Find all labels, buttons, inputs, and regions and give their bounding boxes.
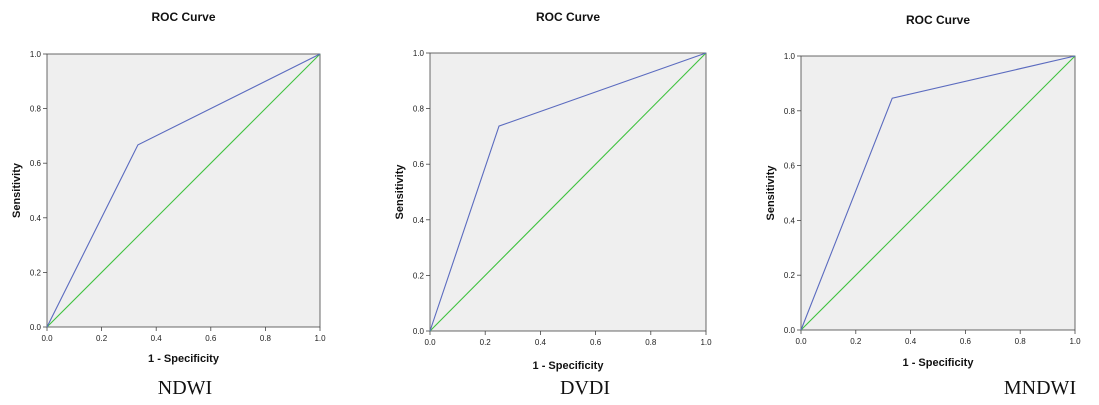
roc-chart-dvdi: ROC Curve 0.0 0.2 0.4 0.6 0.8 1.0 0.0 0.2 0.4 0.6 0… xyxy=(380,0,720,372)
x-tick-label: 0.8 xyxy=(260,334,272,343)
x-tick-label: 0.4 xyxy=(151,334,163,343)
y-tick-label: 0.2 xyxy=(413,271,425,280)
x-axis-label: 1 - Specificity xyxy=(148,353,220,365)
x-tick-label: 0.6 xyxy=(590,338,602,347)
roc-curve-line xyxy=(429,52,707,332)
y-axis-label: Sensitivity xyxy=(11,162,23,218)
y-tick-label: 0.8 xyxy=(30,105,42,114)
chart-title: ROC Curve xyxy=(151,10,215,24)
x-tick-label: 0.4 xyxy=(905,337,917,346)
x-tick-label: 1.0 xyxy=(700,338,712,347)
x-axis-label: 1 - Specificity xyxy=(533,360,605,372)
roc-chart-ndwi: ROC Curve 0.0 0.2 0.4 0.6 0.8 1.0 0.0 0.2 0.4 0.6 0… xyxy=(0,0,340,370)
roc-curve-line xyxy=(800,55,1076,331)
roc-chart-mndwi-svg: ROC Curve 0.0 0.2 0.4 0.6 0.8 1.0 0.0 0.2 0.4 0.6 0… xyxy=(765,13,1081,369)
y-tick-label: 0.4 xyxy=(30,214,42,223)
x-tick-label: 0.2 xyxy=(850,337,862,346)
x-tick-label: 1.0 xyxy=(314,334,326,343)
x-tick-label: 0.0 xyxy=(424,338,436,347)
y-tick-label: 0.8 xyxy=(784,107,796,116)
x-tick-label: 1.0 xyxy=(1069,337,1081,346)
y-axis-label: Sensitivity xyxy=(394,164,406,220)
y-axis-label: Sensitivity xyxy=(765,165,777,221)
caption-ndwi: NDWI xyxy=(157,377,213,399)
roc-chart-dvdi-svg: ROC Curve 0.0 0.2 0.4 0.6 0.8 1.0 0.0 0.2 0.4 0.6 0… xyxy=(394,10,712,372)
y-tick-label: 0.6 xyxy=(784,162,796,171)
x-tick-label: 0.6 xyxy=(960,337,972,346)
y-tick-label: 0.6 xyxy=(413,160,425,169)
chart-title: ROC Curve xyxy=(906,13,970,27)
x-tick-label: 0.6 xyxy=(205,334,217,343)
y-tick-label: 1.0 xyxy=(784,52,796,61)
y-tick-label: 0.4 xyxy=(413,216,425,225)
y-tick-label: 0.8 xyxy=(413,105,425,114)
y-tick-label: 0.4 xyxy=(784,216,796,225)
x-tick-label: 0.2 xyxy=(480,338,492,347)
x-tick-label: 0.4 xyxy=(535,338,547,347)
roc-curve-line xyxy=(46,53,321,328)
reference-line xyxy=(429,52,707,332)
y-tick-label: 0.0 xyxy=(30,323,42,332)
roc-chart-ndwi-svg: ROC Curve 0.0 0.2 0.4 0.6 0.8 1.0 0.0 0.2 0.4 0.6 0… xyxy=(11,10,326,365)
x-tick-label: 0.0 xyxy=(41,334,53,343)
caption-mndwi: MNDWI xyxy=(1003,377,1077,399)
y-tick-label: 0.6 xyxy=(30,159,42,168)
x-tick-label: 0.8 xyxy=(1015,337,1027,346)
y-tick-label: 0.0 xyxy=(784,326,796,335)
y-tick-label: 1.0 xyxy=(413,49,425,58)
y-tick-label: 1.0 xyxy=(30,50,42,59)
reference-line xyxy=(800,55,1076,331)
x-tick-label: 0.0 xyxy=(795,337,807,346)
reference-line xyxy=(46,53,321,328)
y-tick-label: 0.2 xyxy=(30,268,42,277)
roc-chart-mndwi: ROC Curve 0.0 0.2 0.4 0.6 0.8 1.0 0.0 0.2 0.4 0.6 0… xyxy=(755,0,1095,370)
caption-dvdi: DVDI xyxy=(560,377,610,399)
x-tick-label: 0.8 xyxy=(645,338,657,347)
x-axis-label: 1 - Specificity xyxy=(903,357,975,369)
y-tick-label: 0.0 xyxy=(413,327,425,336)
chart-title: ROC Curve xyxy=(536,10,600,24)
x-tick-label: 0.2 xyxy=(96,334,108,343)
y-tick-label: 0.2 xyxy=(784,271,796,280)
